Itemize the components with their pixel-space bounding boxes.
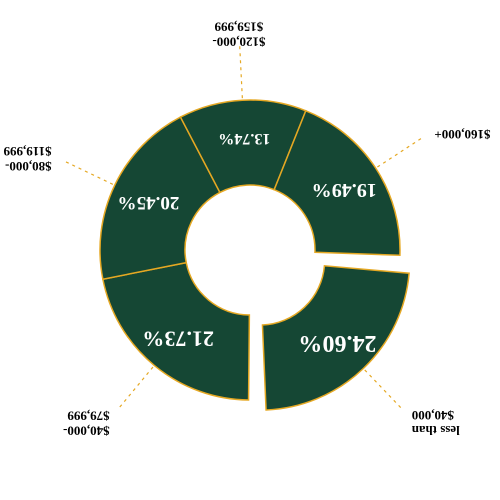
slice-outer-label: $40,000-$79,999 [63,408,110,438]
donut-chart: 24.60% less than$40,000 21.73% $40,000-$79,… [0,0,500,500]
slice-outer-label: less than$40,000 [411,408,460,438]
slice-outer-label: $160,000+ [434,127,490,142]
leader-line [365,370,402,408]
leader-line [65,161,113,184]
slice-percent-label: 24.60% [298,330,376,356]
leader-line [240,45,243,98]
slice-outer-label: $120,000-$159,999 [212,19,265,49]
leader-line [377,138,421,167]
slice-percent-label: 19.49% [312,179,377,201]
slice-outer-label: $80,000-$119,999 [3,144,52,174]
slice-percent-label: 20.45% [118,192,180,213]
slice-percent-label: 13.74% [218,130,270,147]
slice-percent-label: 21.73% [142,327,214,352]
leader-line [119,367,153,408]
